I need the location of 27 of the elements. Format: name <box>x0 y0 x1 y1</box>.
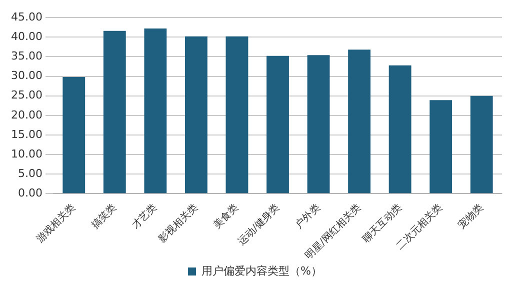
bar <box>307 55 330 194</box>
bar <box>62 77 86 194</box>
bar <box>470 96 493 194</box>
y-tick-label: 15.00 <box>10 128 42 141</box>
x-tick-label: 宠物类 <box>456 201 486 232</box>
bar <box>388 65 412 194</box>
x-tick-label: 搞笑类 <box>88 201 119 232</box>
x-tick-label: 户外类 <box>292 201 322 232</box>
legend-label: 用户偏爱内容类型（%） <box>202 264 322 278</box>
x-tick-label: 游戏相关类 <box>34 201 78 246</box>
bar <box>184 36 208 194</box>
y-tick-label: 45.00 <box>10 10 42 24</box>
y-tick-label: 10.00 <box>10 147 42 160</box>
y-tick-label: 0.00 <box>18 186 42 200</box>
bar <box>144 28 167 194</box>
bar <box>103 30 126 194</box>
bar <box>430 100 452 194</box>
y-tick-label: 25.00 <box>10 88 42 102</box>
x-tick-label: 美食类 <box>211 201 241 232</box>
y-tick-label: 40.00 <box>10 30 42 44</box>
bar <box>226 36 248 194</box>
y-tick-label: 30.00 <box>10 69 42 82</box>
y-tick-label: 5.00 <box>18 166 42 180</box>
bar <box>266 56 289 194</box>
y-tick-label: 20.00 <box>10 108 42 122</box>
bar <box>348 50 371 194</box>
y-tick-label: 35.00 <box>10 50 42 63</box>
